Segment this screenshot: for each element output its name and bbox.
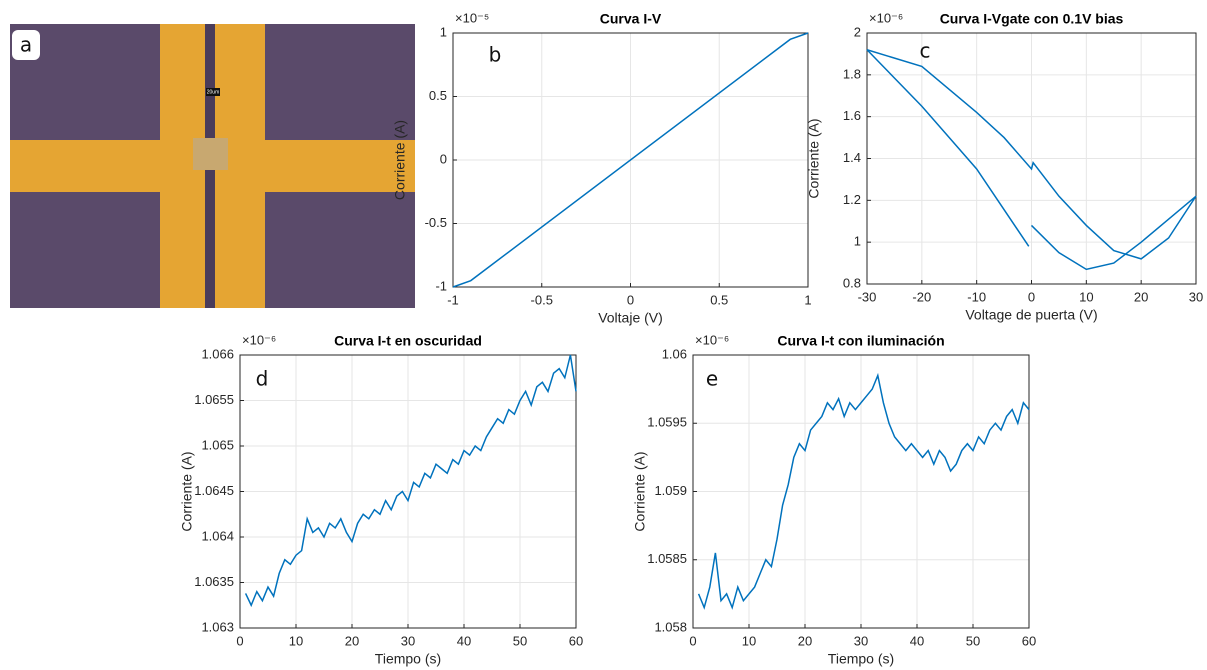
data-line	[697, 372, 1030, 610]
x-tick-label: 50	[966, 633, 980, 648]
y-tick-label: 0.8	[843, 275, 861, 290]
chart: -1 -0.5 0 0.5 1 -1 -0.5 0 0.5 1 Curva I-V Voltaje (…	[392, 10, 812, 325]
axes-frame	[239, 354, 577, 629]
x-tick-label: -20	[912, 289, 931, 304]
y-tick-label: 1.059	[654, 483, 687, 498]
flake	[193, 138, 228, 170]
y-tick-label: 1.0655	[194, 392, 234, 407]
panel-label: d	[256, 367, 269, 391]
y-tick-label: 1.0645	[194, 483, 234, 498]
chart-title: Curva I-t con iluminación	[777, 333, 944, 349]
x-tick-label: 0	[627, 292, 634, 307]
y-tick-label: 1.064	[201, 528, 234, 543]
scale-bar-bg	[206, 88, 220, 96]
x-tick-label: 20	[345, 633, 359, 648]
x-tick-label: 40	[457, 633, 471, 648]
y-tick-label: 1.0635	[194, 574, 234, 589]
x-tick-label: 20	[798, 633, 812, 648]
x-tick-label: 30	[1189, 289, 1203, 304]
x-tick-label: 50	[513, 633, 527, 648]
y-exponent: ×10⁻⁶	[242, 332, 276, 347]
y-tick-label: 1.2	[843, 192, 861, 207]
x-axis-label: Voltaje (V)	[598, 310, 663, 326]
x-axis-label: Tiempo (s)	[828, 651, 894, 667]
x-tick-label: 0	[1028, 289, 1035, 304]
panel-label: b	[489, 43, 502, 67]
y-tick-label: -0.5	[425, 215, 447, 230]
y-tick-label: 0	[440, 151, 447, 166]
data-line	[244, 354, 577, 608]
chart: -30 -20 -10 0 10 20 30 0.8 1 1.2 1.4 1.6 1.8 2 Curva I…	[806, 10, 1204, 322]
y-tick-label: -1	[435, 278, 447, 293]
y-axis-label: Corriente (A)	[392, 120, 408, 200]
x-tick-label: 30	[854, 633, 868, 648]
y-tick-label: 1.0595	[647, 415, 687, 430]
axes-frame	[866, 32, 1197, 285]
panel-label: e	[706, 367, 718, 391]
chart: 0 10 20 30 40 50 60 1.063 1.0635 1.064 1.0645 1.065…	[179, 332, 584, 666]
y-exponent: ×10⁻⁶	[695, 332, 729, 347]
y-axis-label: Corriente (A)	[179, 451, 195, 531]
y-tick-label: 0.5	[429, 88, 447, 103]
x-tick-label: 10	[1079, 289, 1093, 304]
axes-frame	[452, 32, 809, 288]
x-tick-label: -10	[967, 289, 986, 304]
y-tick-label: 1.063	[201, 619, 234, 634]
x-tick-label: 10	[289, 633, 303, 648]
x-tick-label: 10	[742, 633, 756, 648]
axes-frame	[692, 354, 1030, 629]
panel-label: c	[920, 39, 931, 63]
y-tick-label: 1.058	[654, 619, 687, 634]
micrograph: 20um a	[10, 24, 415, 308]
y-tick-label: 1.4	[843, 150, 861, 165]
panel-label-box	[12, 30, 40, 60]
data-line	[866, 49, 1030, 247]
data-line	[866, 49, 1197, 271]
y-tick-label: 1	[440, 24, 447, 39]
chart-title: Curva I-Vgate con 0.1V bias	[940, 11, 1124, 27]
y-tick-label: 1.6	[843, 108, 861, 123]
x-tick-label: 1	[804, 292, 811, 307]
x-tick-label: -30	[858, 289, 877, 304]
y-tick-label: 2	[854, 24, 861, 39]
x-tick-label: 0	[236, 633, 243, 648]
x-tick-label: 60	[1022, 633, 1036, 648]
y-exponent: ×10⁻⁵	[455, 10, 489, 25]
x-tick-label: -1	[447, 292, 459, 307]
panel-label: a	[20, 33, 32, 57]
x-axis-label: Voltage de puerta (V)	[965, 307, 1097, 323]
x-axis-label: Tiempo (s)	[375, 651, 441, 667]
chart: 0 10 20 30 40 50 60 1.058 1.0585 1.059 1.0595 1.06 C…	[632, 332, 1037, 666]
x-tick-label: 30	[401, 633, 415, 648]
x-tick-label: 0	[689, 633, 696, 648]
y-tick-label: 1.066	[201, 346, 234, 361]
y-tick-label: 1	[854, 234, 861, 249]
y-tick-label: 1.06	[662, 346, 687, 361]
y-tick-label: 1.065	[201, 437, 234, 452]
x-tick-label: 60	[569, 633, 583, 648]
y-axis-label: Corriente (A)	[632, 451, 648, 531]
scale-bar-label: 20um	[207, 89, 220, 95]
chart-title: Curva I-t en oscuridad	[334, 333, 482, 349]
chart-title: Curva I-V	[600, 11, 662, 27]
y-tick-label: 1.8	[843, 66, 861, 81]
y-exponent: ×10⁻⁶	[869, 10, 903, 25]
y-tick-label: 1.0585	[647, 551, 687, 566]
x-tick-label: -0.5	[531, 292, 553, 307]
x-tick-label: 20	[1134, 289, 1148, 304]
data-line	[452, 32, 809, 288]
x-tick-label: 40	[910, 633, 924, 648]
x-tick-label: 0.5	[710, 292, 728, 307]
y-axis-label: Corriente (A)	[806, 118, 822, 198]
